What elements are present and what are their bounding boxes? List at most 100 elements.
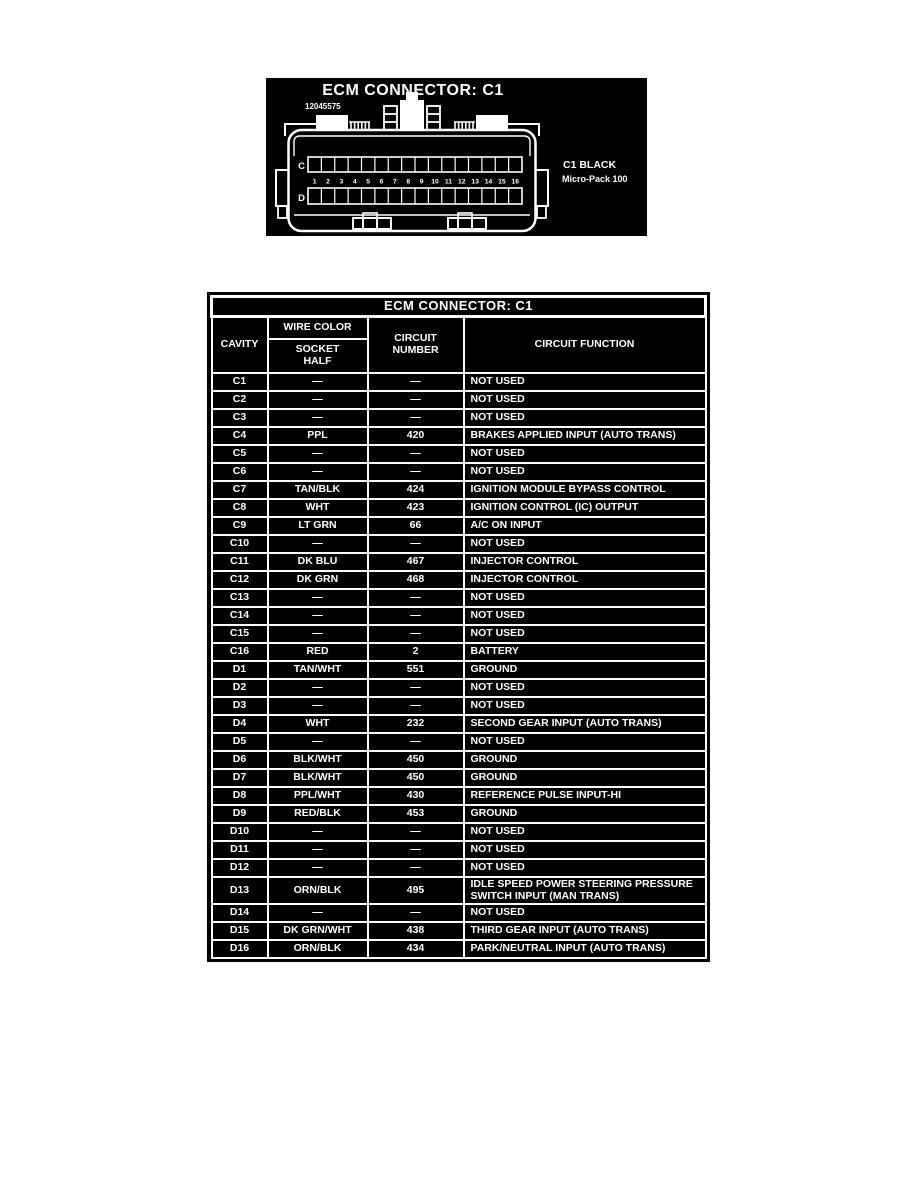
circuit-function-cell: NOT USED <box>462 588 707 608</box>
cavity-cell: D11 <box>210 840 269 860</box>
circuit-number-cell: — <box>366 840 465 860</box>
wire-color-cell: RED <box>266 642 369 662</box>
table-row: C9 LT GRN 66 A/C ON INPUT <box>210 516 707 536</box>
cavity-cell: D10 <box>210 822 269 842</box>
circuit-function-cell: NOT USED <box>462 390 707 410</box>
pin-number: 12 <box>458 179 466 186</box>
body-top-lip <box>293 135 531 156</box>
circuit-function-cell: NOT USED <box>462 858 707 878</box>
circuit-number-cell: — <box>366 534 465 554</box>
circuit-number-cell: 66 <box>366 516 465 536</box>
circuit-number-cell: 430 <box>366 786 465 806</box>
row-d-label: D <box>298 193 305 204</box>
circuit-function-cell: NOT USED <box>462 624 707 644</box>
table-row: D4 WHT 232 SECOND GEAR INPUT (AUTO TRANS) <box>210 714 707 734</box>
wire-color-cell: — <box>266 678 369 698</box>
circuit-number-cell: 232 <box>366 714 465 734</box>
circuit-number-cell: — <box>366 606 465 626</box>
circuit-function-cell: SECOND GEAR INPUT (AUTO TRANS) <box>462 714 707 734</box>
circuit-function-cell: PARK/NEUTRAL INPUT (AUTO TRANS) <box>462 939 707 960</box>
wire-color-cell: — <box>266 444 369 464</box>
wire-color-cell: WHT <box>266 498 369 518</box>
circuit-function-cell: REFERENCE PULSE INPUT-HI <box>462 786 707 806</box>
pin-number: 13 <box>471 179 479 186</box>
table-row: C3— — NOT USED <box>210 408 707 428</box>
cavity-cell: D12 <box>210 858 269 878</box>
circuit-function-cell: INJECTOR CONTROL <box>462 570 707 590</box>
wire-color-cell: ORN/BLK <box>266 875 369 906</box>
bottom-latch-left <box>352 212 392 230</box>
connector-drawing: ECM CONNECTOR: C1 12045575 <box>275 82 628 233</box>
circuit-function-cell: NOT USED <box>462 840 707 860</box>
circuit-function-cell: NOT USED <box>462 534 707 554</box>
center-key-top <box>406 92 418 101</box>
cavity-cell: C4 <box>210 426 269 446</box>
cavity-cell: D14 <box>210 903 269 924</box>
circuit-function-cell: GROUND <box>462 768 707 788</box>
diagram-title: ECM CONNECTOR: C1 <box>322 82 504 99</box>
circuit-function-cell: IGNITION MODULE BYPASS CONTROL <box>462 480 707 500</box>
circuit-function-cell: IGNITION CONTROL (IC) OUTPUT <box>462 498 707 518</box>
wire-color-cell: — <box>266 588 369 608</box>
circuit-number-cell: — <box>366 372 465 392</box>
table-row: D10— — NOT USED <box>210 822 707 842</box>
wire-color-cell: — <box>266 534 369 554</box>
row-c-label: C <box>298 161 305 172</box>
table-row: C6— — NOT USED <box>210 462 707 482</box>
wire-color-cell: PPL <box>266 426 369 446</box>
wire-color-cell: — <box>266 624 369 644</box>
side-tab-right <box>534 169 549 207</box>
circuit-number-cell: — <box>366 588 465 608</box>
pin-number: 6 <box>380 179 384 186</box>
circuit-function-cell: NOT USED <box>462 696 707 716</box>
circuit-function-cell: IDLE SPEED POWER STEERING PRESSURE SWITC… <box>462 875 707 906</box>
table-row: D15 DK GRN/WHT 438 THIRD GEAR INPUT (AUTO T… <box>210 921 707 942</box>
wire-color-cell: LT GRN <box>266 516 369 536</box>
table-row: C13— — NOT USED <box>210 588 707 608</box>
wire-color-cell: — <box>266 840 369 860</box>
connector-diagram: ECM CONNECTOR: C1 12045575 <box>266 78 647 236</box>
cavity-cell: D2 <box>210 678 269 698</box>
cavity-cell: C1 <box>210 372 269 392</box>
header-wire-color-label: WIRE COLOR <box>268 318 367 340</box>
circuit-function-cell: NOT USED <box>462 903 707 924</box>
table-row: C10— — NOT USED <box>210 534 707 554</box>
table-title: ECM CONNECTOR: C1 <box>210 295 707 318</box>
circuit-number-cell: — <box>366 462 465 482</box>
pin-number: 4 <box>353 179 357 186</box>
connector-color-label: C1 BLACK <box>563 159 617 171</box>
wire-color-cell: RED/BLK <box>266 804 369 824</box>
wire-color-cell: DK GRN/WHT <box>266 921 369 942</box>
circuit-function-cell: NOT USED <box>462 822 707 842</box>
circuit-function-cell: THIRD GEAR INPUT (AUTO TRANS) <box>462 921 707 942</box>
circuit-number-cell: 551 <box>366 660 465 680</box>
cavity-cell: C14 <box>210 606 269 626</box>
wire-color-cell: TAN/WHT <box>266 660 369 680</box>
wire-color-cell: ORN/BLK <box>266 939 369 960</box>
cavity-cell: D4 <box>210 714 269 734</box>
circuit-number-cell: — <box>366 903 465 924</box>
cavity-cell: D6 <box>210 750 269 770</box>
table-title-row: ECM CONNECTOR: C1 <box>210 295 707 318</box>
corner-hook-left <box>277 205 288 219</box>
cavity-cell: C3 <box>210 408 269 428</box>
table-row: C5— — NOT USED <box>210 444 707 464</box>
pin-row-c-dividers <box>320 157 510 172</box>
cavity-cell: D15 <box>210 921 269 942</box>
table-row: C14— — NOT USED <box>210 606 707 626</box>
table-row: D2— — NOT USED <box>210 678 707 698</box>
connector-pinout-table: ECM CONNECTOR: C1 CAVITY WIRE COLOR SOCK… <box>207 292 710 963</box>
circuit-number-cell: — <box>366 444 465 464</box>
cavity-cell: C11 <box>210 552 269 572</box>
cavity-cell: C8 <box>210 498 269 518</box>
pin-number: 15 <box>498 179 506 186</box>
circuit-number-cell: — <box>366 696 465 716</box>
circuit-number-cell: 450 <box>366 768 465 788</box>
cavity-cell: D5 <box>210 732 269 752</box>
wire-color-cell: BLK/WHT <box>266 750 369 770</box>
table-row: D12— — NOT USED <box>210 858 707 878</box>
cavity-cell: D7 <box>210 768 269 788</box>
circuit-number-cell: 420 <box>366 426 465 446</box>
circuit-function-cell: BRAKES APPLIED INPUT (AUTO TRANS) <box>462 426 707 446</box>
